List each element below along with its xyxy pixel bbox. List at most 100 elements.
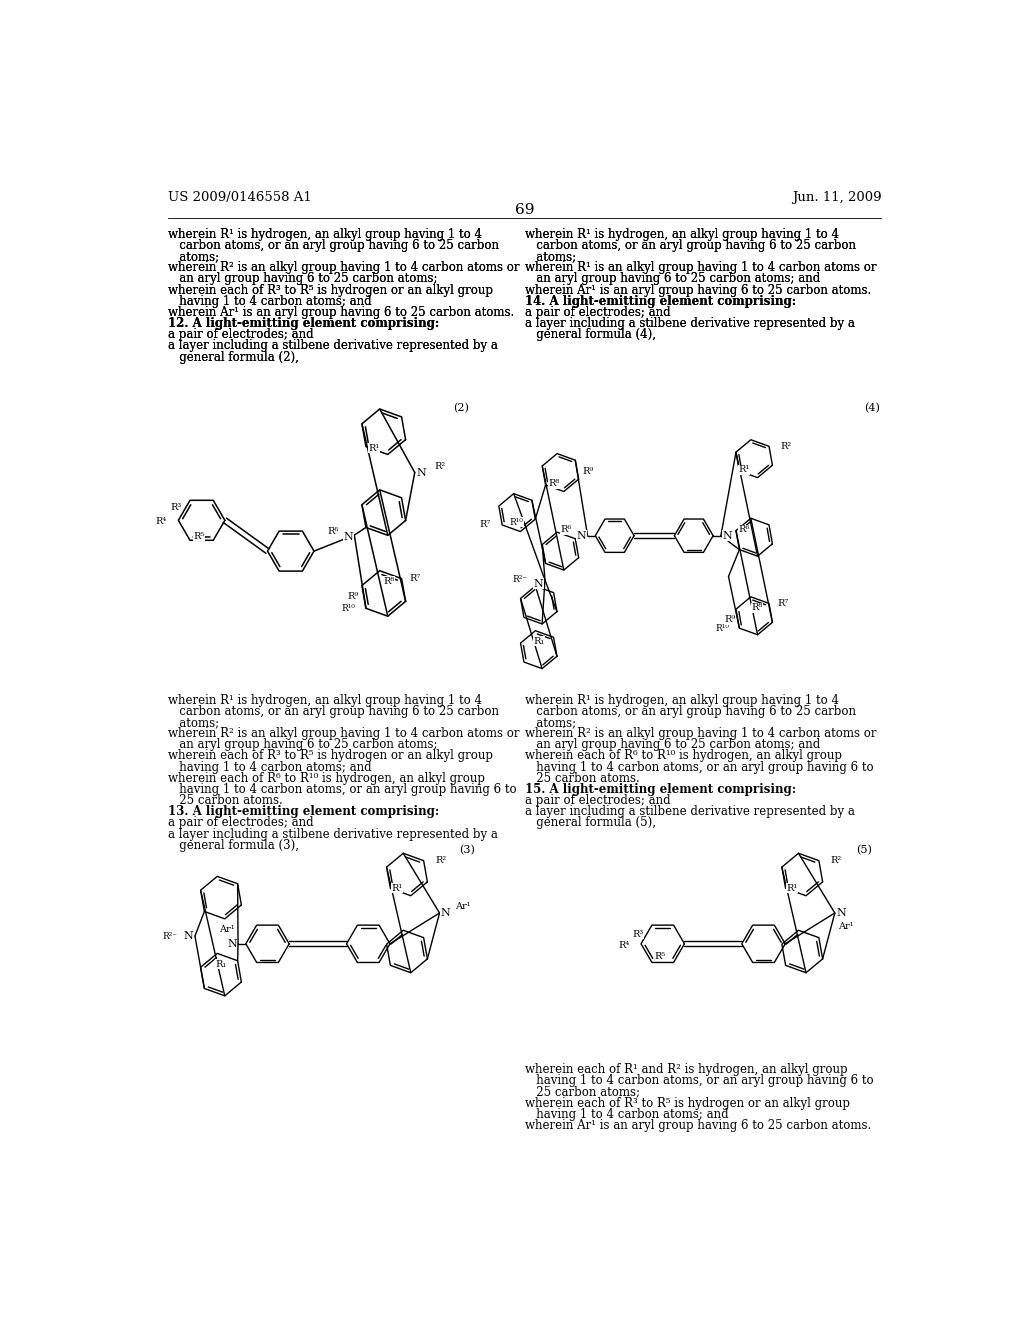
Text: atoms;: atoms; bbox=[168, 249, 219, 263]
Text: carbon atoms, or an aryl group having 6 to 25 carbon: carbon atoms, or an aryl group having 6 … bbox=[524, 705, 856, 718]
Text: Ar¹: Ar¹ bbox=[838, 923, 853, 932]
Text: N: N bbox=[184, 931, 194, 941]
Text: Ar¹: Ar¹ bbox=[455, 903, 471, 911]
Text: N: N bbox=[416, 467, 426, 478]
Text: carbon atoms, or an aryl group having 6 to 25 carbon: carbon atoms, or an aryl group having 6 … bbox=[168, 239, 500, 252]
Text: carbon atoms, or an aryl group having 6 to 25 carbon: carbon atoms, or an aryl group having 6 … bbox=[524, 239, 856, 252]
Text: wherein R² is an alkyl group having 1 to 4 carbon atoms or: wherein R² is an alkyl group having 1 to… bbox=[168, 727, 520, 741]
Text: R⁶: R⁶ bbox=[327, 527, 338, 536]
Text: R¹: R¹ bbox=[786, 883, 798, 892]
Text: 12. A light-emitting element comprising:: 12. A light-emitting element comprising: bbox=[168, 317, 439, 330]
Text: R¹: R¹ bbox=[391, 883, 402, 892]
Text: R⁵: R⁵ bbox=[194, 532, 205, 541]
Text: R²: R² bbox=[435, 857, 446, 865]
Text: 13. A light-emitting element comprising:: 13. A light-emitting element comprising: bbox=[168, 805, 439, 818]
Text: having 1 to 4 carbon atoms; and: having 1 to 4 carbon atoms; and bbox=[168, 294, 372, 308]
Text: atoms;: atoms; bbox=[524, 249, 575, 263]
Text: atoms;: atoms; bbox=[168, 249, 219, 263]
Text: (5): (5) bbox=[856, 845, 872, 855]
Text: R¹⁰: R¹⁰ bbox=[342, 603, 355, 612]
Text: R¹: R¹ bbox=[738, 466, 750, 474]
Text: R²⁻: R²⁻ bbox=[513, 576, 527, 585]
Text: wherein R¹ is hydrogen, an alkyl group having 1 to 4: wherein R¹ is hydrogen, an alkyl group h… bbox=[524, 693, 839, 706]
Text: R⁶: R⁶ bbox=[560, 525, 571, 535]
Text: an aryl group having 6 to 25 carbon atoms; and: an aryl group having 6 to 25 carbon atom… bbox=[524, 272, 820, 285]
Text: R⁷: R⁷ bbox=[410, 574, 421, 583]
Text: a layer including a stilbene derivative represented by a: a layer including a stilbene derivative … bbox=[524, 805, 855, 818]
Text: a pair of electrodes; and: a pair of electrodes; and bbox=[168, 816, 314, 829]
Text: R⁶: R⁶ bbox=[738, 525, 750, 535]
Text: carbon atoms, or an aryl group having 6 to 25 carbon: carbon atoms, or an aryl group having 6 … bbox=[524, 239, 856, 252]
Text: 69: 69 bbox=[515, 203, 535, 216]
Text: having 1 to 4 carbon atoms; and: having 1 to 4 carbon atoms; and bbox=[168, 760, 372, 774]
Text: atoms;: atoms; bbox=[524, 715, 575, 729]
Text: wherein each of R⁶ to R¹⁰ is hydrogen, an alkyl group: wherein each of R⁶ to R¹⁰ is hydrogen, a… bbox=[168, 772, 485, 784]
Text: an aryl group having 6 to 25 carbon atoms; and: an aryl group having 6 to 25 carbon atom… bbox=[524, 272, 820, 285]
Text: R³: R³ bbox=[633, 929, 643, 939]
Text: R³: R³ bbox=[170, 503, 181, 512]
Text: a pair of electrodes; and: a pair of electrodes; and bbox=[168, 329, 314, 341]
Text: wherein R² is an alkyl group having 1 to 4 carbon atoms or: wherein R² is an alkyl group having 1 to… bbox=[168, 261, 520, 275]
Text: US 2009/0146558 A1: US 2009/0146558 A1 bbox=[168, 190, 312, 203]
Text: 12. A light-emitting element comprising:: 12. A light-emitting element comprising: bbox=[168, 317, 439, 330]
Text: an aryl group having 6 to 25 carbon atoms;: an aryl group having 6 to 25 carbon atom… bbox=[168, 272, 438, 285]
Text: a layer including a stilbene derivative represented by a: a layer including a stilbene derivative … bbox=[524, 317, 855, 330]
Text: wherein R² is an alkyl group having 1 to 4 carbon atoms or: wherein R² is an alkyl group having 1 to… bbox=[524, 727, 877, 741]
Text: an aryl group having 6 to 25 carbon atoms;: an aryl group having 6 to 25 carbon atom… bbox=[168, 272, 438, 285]
Text: R⁹: R⁹ bbox=[724, 615, 735, 624]
Text: having 1 to 4 carbon atoms, or an aryl group having 6 to: having 1 to 4 carbon atoms, or an aryl g… bbox=[168, 783, 517, 796]
Text: general formula (5),: general formula (5), bbox=[524, 816, 655, 829]
Text: atoms;: atoms; bbox=[168, 715, 219, 729]
Text: R₁: R₁ bbox=[534, 638, 545, 645]
Text: (3): (3) bbox=[460, 845, 475, 855]
Text: R⁸: R⁸ bbox=[549, 479, 560, 488]
Text: 15. A light-emitting element comprising:: 15. A light-emitting element comprising: bbox=[524, 783, 796, 796]
Text: Jun. 11, 2009: Jun. 11, 2009 bbox=[792, 190, 882, 203]
Text: N: N bbox=[577, 531, 587, 541]
Text: N: N bbox=[837, 908, 846, 917]
Text: N: N bbox=[343, 532, 353, 543]
Text: having 1 to 4 carbon atoms; and: having 1 to 4 carbon atoms; and bbox=[524, 1107, 728, 1121]
Text: R²: R² bbox=[830, 857, 842, 865]
Text: atoms;: atoms; bbox=[524, 249, 575, 263]
Text: R⁸: R⁸ bbox=[383, 577, 394, 586]
Text: wherein each of R³ to R⁵ is hydrogen or an alkyl group: wherein each of R³ to R⁵ is hydrogen or … bbox=[168, 284, 494, 297]
Text: wherein R² is an alkyl group having 1 to 4 carbon atoms or: wherein R² is an alkyl group having 1 to… bbox=[168, 261, 520, 275]
Text: carbon atoms, or an aryl group having 6 to 25 carbon: carbon atoms, or an aryl group having 6 … bbox=[168, 705, 500, 718]
Text: carbon atoms, or an aryl group having 6 to 25 carbon: carbon atoms, or an aryl group having 6 … bbox=[168, 239, 500, 252]
Text: general formula (3),: general formula (3), bbox=[168, 838, 299, 851]
Text: a layer including a stilbene derivative represented by a: a layer including a stilbene derivative … bbox=[168, 828, 498, 841]
Text: wherein each of R¹ and R² is hydrogen, an alkyl group: wherein each of R¹ and R² is hydrogen, a… bbox=[524, 1063, 848, 1076]
Text: 25 carbon atoms;: 25 carbon atoms; bbox=[524, 1085, 640, 1098]
Text: (2): (2) bbox=[454, 404, 469, 413]
Text: wherein R¹ is hydrogen, an alkyl group having 1 to 4: wherein R¹ is hydrogen, an alkyl group h… bbox=[168, 227, 482, 240]
Text: wherein R¹ is hydrogen, an alkyl group having 1 to 4: wherein R¹ is hydrogen, an alkyl group h… bbox=[524, 227, 839, 240]
Text: general formula (4),: general formula (4), bbox=[524, 329, 655, 341]
Text: having 1 to 4 carbon atoms, or an aryl group having 6 to: having 1 to 4 carbon atoms, or an aryl g… bbox=[524, 760, 873, 774]
Text: having 1 to 4 carbon atoms, or an aryl group having 6 to: having 1 to 4 carbon atoms, or an aryl g… bbox=[524, 1074, 873, 1088]
Text: wherein each of R³ to R⁵ is hydrogen or an alkyl group: wherein each of R³ to R⁵ is hydrogen or … bbox=[524, 1097, 850, 1110]
Text: an aryl group having 6 to 25 carbon atoms;: an aryl group having 6 to 25 carbon atom… bbox=[168, 738, 438, 751]
Text: R⁸: R⁸ bbox=[752, 603, 763, 612]
Text: R⁴: R⁴ bbox=[156, 517, 167, 527]
Text: N: N bbox=[722, 531, 732, 541]
Text: 25 carbon atoms.: 25 carbon atoms. bbox=[168, 795, 283, 807]
Text: general formula (4),: general formula (4), bbox=[524, 329, 655, 341]
Text: wherein each of R⁶ to R¹⁰ is hydrogen, an alkyl group: wherein each of R⁶ to R¹⁰ is hydrogen, a… bbox=[524, 750, 842, 763]
Text: R⁵: R⁵ bbox=[654, 952, 666, 961]
Text: N: N bbox=[227, 939, 237, 949]
Text: wherein each of R³ to R⁵ is hydrogen or an alkyl group: wherein each of R³ to R⁵ is hydrogen or … bbox=[168, 750, 494, 763]
Text: wherein R¹ is an alkyl group having 1 to 4 carbon atoms or: wherein R¹ is an alkyl group having 1 to… bbox=[524, 261, 877, 275]
Text: a layer including a stilbene derivative represented by a: a layer including a stilbene derivative … bbox=[168, 339, 498, 352]
Text: R²: R² bbox=[434, 462, 445, 471]
Text: R⁹: R⁹ bbox=[583, 467, 594, 477]
Text: 14. A light-emitting element comprising:: 14. A light-emitting element comprising: bbox=[524, 294, 796, 308]
Text: 25 carbon atoms.: 25 carbon atoms. bbox=[524, 772, 640, 784]
Text: wherein Ar¹ is an aryl group having 6 to 25 carbon atoms.: wherein Ar¹ is an aryl group having 6 to… bbox=[524, 284, 871, 297]
Text: R₁: R₁ bbox=[215, 960, 226, 969]
Text: a pair of electrodes; and: a pair of electrodes; and bbox=[524, 795, 671, 807]
Text: a pair of electrodes; and: a pair of electrodes; and bbox=[524, 306, 671, 319]
Text: R¹: R¹ bbox=[369, 444, 380, 453]
Text: R⁴: R⁴ bbox=[618, 941, 630, 950]
Text: R²: R² bbox=[780, 442, 792, 451]
